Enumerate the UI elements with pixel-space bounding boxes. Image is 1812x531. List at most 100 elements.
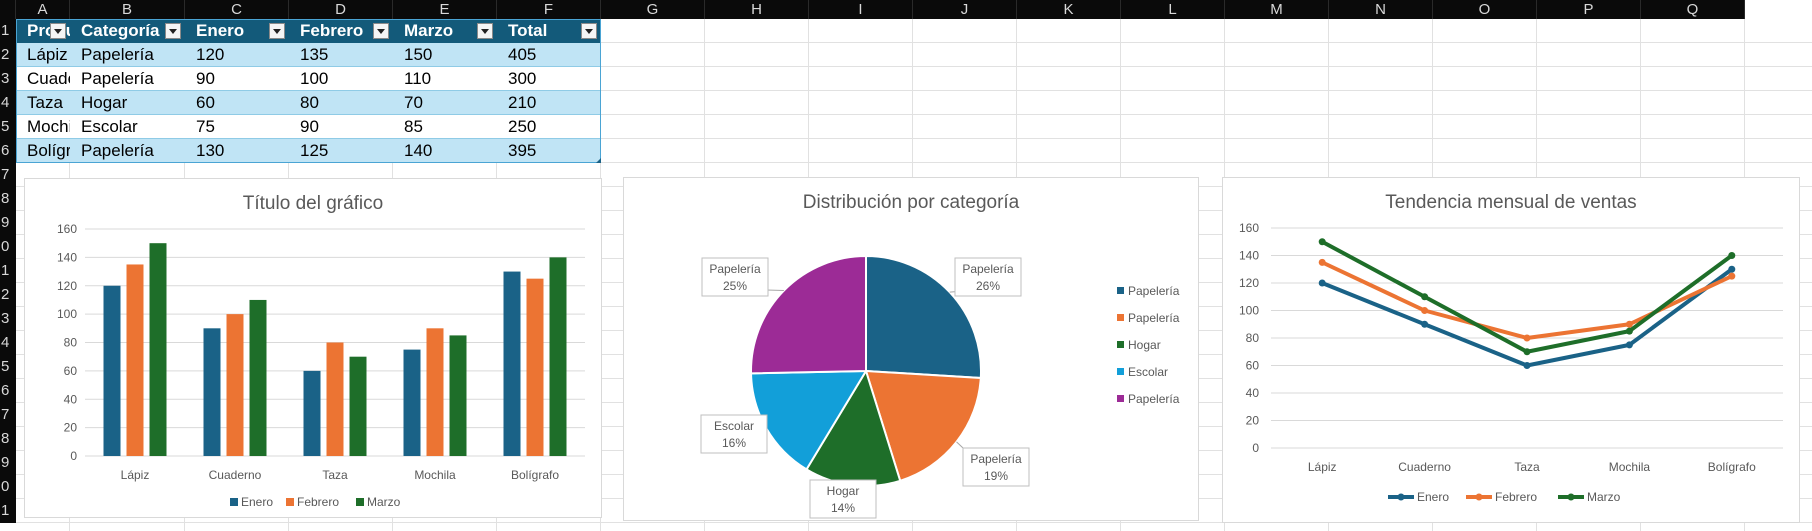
table-cell[interactable]: Taza [16,91,70,115]
filter-dropdown-icon[interactable] [165,23,181,39]
row-header[interactable]: 5 [0,355,16,379]
table-cell[interactable]: 100 [289,67,393,91]
bar[interactable] [403,349,421,456]
table-cell[interactable]: Papelería [70,139,185,163]
table-cell[interactable]: 125 [289,139,393,163]
row-header[interactable]: 4 [0,331,16,355]
row-header[interactable]: 9 [0,451,16,475]
line-chart[interactable]: Tendencia mensual de ventas 0 20 40 60 80 100… [1222,177,1800,523]
row-header[interactable]: 9 [0,211,16,235]
table-cell[interactable]: 80 [289,91,393,115]
table-cell[interactable]: 300 [497,67,601,91]
row-header[interactable]: 5 [0,115,16,139]
data-point[interactable] [1318,258,1326,266]
column-header[interactable]: M [1225,0,1329,19]
table-cell[interactable]: Escolar [70,115,185,139]
column-header[interactable]: K [1017,0,1121,19]
filter-dropdown-icon[interactable] [373,23,389,39]
row-header[interactable]: 0 [0,235,16,259]
pie-slice[interactable] [865,254,982,380]
bar[interactable] [549,257,567,456]
table-cell[interactable]: 210 [497,91,601,115]
column-header[interactable]: A [16,0,70,19]
table-cell[interactable]: 90 [289,115,393,139]
filter-dropdown-icon[interactable] [269,23,285,39]
bar[interactable] [126,264,144,456]
table-cell[interactable]: Bolígrafo [16,139,70,163]
table-cell[interactable]: 135 [289,43,393,67]
filter-dropdown-icon[interactable] [50,23,66,39]
pie-slice[interactable] [750,254,867,375]
data-point[interactable] [1318,279,1326,287]
table-cell[interactable]: Hogar [70,91,185,115]
table-cell[interactable]: 250 [497,115,601,139]
data-point[interactable] [1318,238,1326,246]
column-header[interactable]: C [185,0,289,19]
table-resize-handle[interactable] [596,158,601,163]
column-header[interactable]: Q [1641,0,1745,19]
column-header[interactable]: B [70,0,185,19]
row-header[interactable]: 8 [0,427,16,451]
data-point[interactable] [1625,320,1633,328]
data-point[interactable] [1421,320,1429,328]
column-header[interactable]: O [1433,0,1537,19]
column-header[interactable]: J [913,0,1017,19]
table-cell[interactable]: Papelería [70,67,185,91]
row-header[interactable]: 0 [0,475,16,499]
bar-chart[interactable]: Título del gráfico 0 20 40 60 80 100 120 140 160… [24,178,602,518]
row-header[interactable]: 2 [0,43,16,67]
column-header[interactable]: D [289,0,393,19]
bar[interactable] [226,314,244,456]
filter-dropdown-icon[interactable] [477,23,493,39]
row-header[interactable]: 4 [0,91,16,115]
data-point[interactable] [1523,362,1531,369]
row-header[interactable]: 7 [0,163,16,187]
table-cell[interactable]: 90 [185,67,289,91]
column-header[interactable]: N [1329,0,1433,19]
bar[interactable] [326,342,344,457]
filter-dropdown-icon[interactable] [581,23,597,39]
bar[interactable] [149,243,167,456]
table-cell[interactable]: 130 [185,139,289,163]
column-header[interactable]: G [601,0,705,19]
table-cell[interactable]: 60 [185,91,289,115]
data-point[interactable] [1421,293,1429,301]
pie-chart[interactable]: Distribución por categoría Papelería 26% P… [623,177,1199,521]
table-cell[interactable]: Papelería [70,43,185,67]
bar[interactable] [349,356,367,456]
data-point[interactable] [1523,348,1531,356]
data-point[interactable] [1625,327,1633,335]
column-header[interactable]: L [1121,0,1225,19]
row-header[interactable]: 8 [0,187,16,211]
table-cell[interactable]: 140 [393,139,497,163]
table-cell[interactable]: Cuaderno [16,67,70,91]
data-point[interactable] [1728,265,1736,273]
column-header[interactable]: P [1537,0,1641,19]
bar[interactable] [203,328,221,456]
row-header[interactable]: 3 [0,307,16,331]
bar[interactable] [449,335,467,456]
data-point[interactable] [1728,272,1736,280]
column-header[interactable]: E [393,0,497,19]
table-cell[interactable]: 150 [393,43,497,67]
table-cell[interactable]: Lápiz [16,43,70,67]
bar[interactable] [303,370,321,456]
table-cell[interactable]: 75 [185,115,289,139]
row-header[interactable]: 7 [0,403,16,427]
row-header[interactable]: 2 [0,283,16,307]
bar[interactable] [103,285,121,456]
table-cell[interactable]: 120 [185,43,289,67]
row-header[interactable]: 3 [0,67,16,91]
table-cell[interactable]: 110 [393,67,497,91]
data-point[interactable] [1625,341,1633,349]
bar[interactable] [526,278,544,456]
row-header[interactable]: 6 [0,139,16,163]
data-point[interactable] [1523,334,1531,342]
row-header[interactable]: 1 [0,499,16,523]
column-header[interactable]: H [705,0,809,19]
bar[interactable] [426,328,444,456]
column-header[interactable]: F [497,0,601,19]
table-cell[interactable]: 85 [393,115,497,139]
select-all-corner[interactable] [0,0,16,19]
row-header[interactable]: 1 [0,259,16,283]
